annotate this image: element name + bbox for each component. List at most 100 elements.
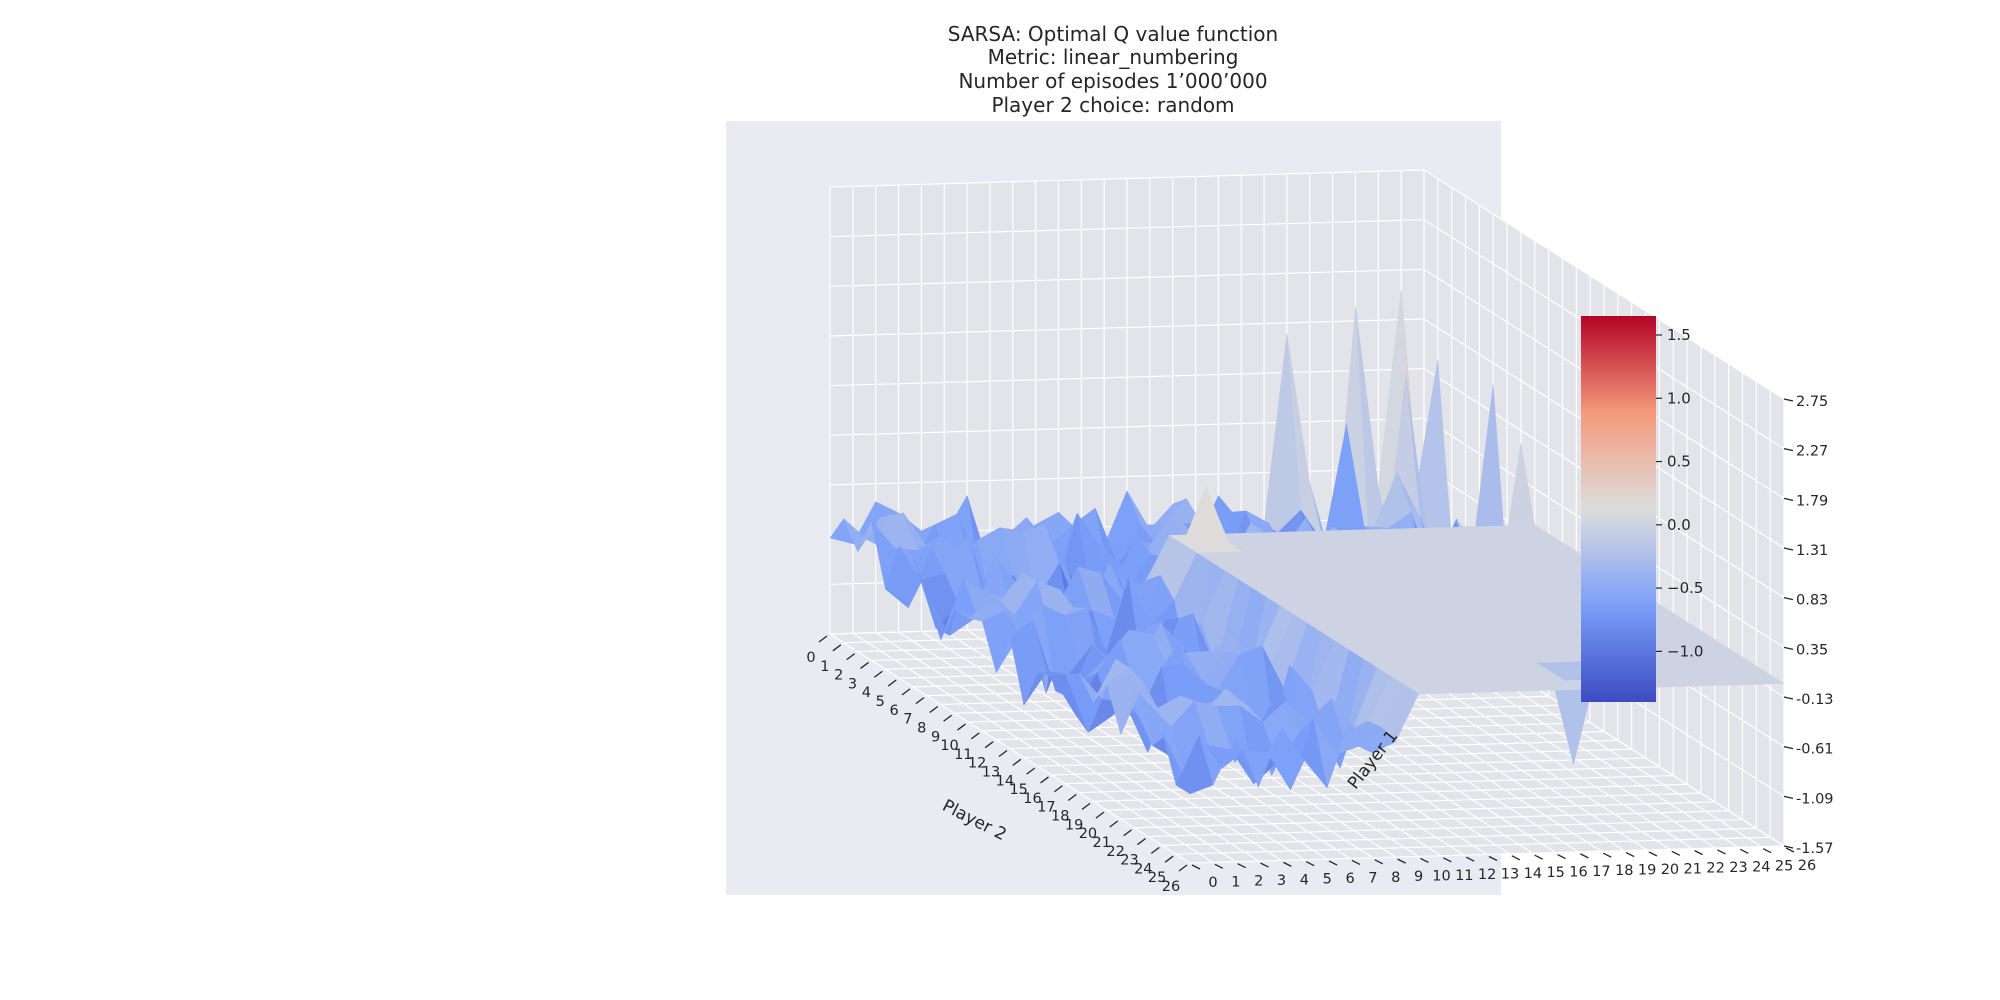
y-tick-label: 26 — [1798, 858, 1816, 874]
x-tick-label: 19 — [1065, 817, 1083, 833]
x-tick-mark — [1012, 758, 1022, 766]
x-tick-mark — [957, 723, 966, 731]
x-tick-mark — [984, 741, 994, 749]
x-tick-label: 1 — [820, 659, 829, 675]
grid-line — [1134, 810, 1729, 829]
y-tick-mark — [1191, 864, 1201, 870]
y-tick-mark — [1420, 857, 1429, 864]
x-tick-mark — [873, 670, 883, 678]
colorbar — [1581, 316, 1656, 702]
y-tick-label: 19 — [1638, 863, 1656, 879]
x-tick-label: 16 — [1023, 791, 1041, 807]
y-axis-ticks: 0 1 2 3 4 5 6 7 8 9 10 11 12 13 14 15 16 17 18 19 20 21 22 23 24… — [1191, 847, 1816, 891]
x-tick-label: 17 — [1037, 800, 1055, 816]
grid-line — [829, 169, 1425, 188]
x-tick-label: 25 — [1148, 870, 1166, 886]
x-tick-mark — [1053, 785, 1063, 793]
x-tick-mark — [832, 644, 842, 652]
y-tick-mark — [1397, 858, 1406, 864]
y-tick-label: 14 — [1524, 866, 1542, 882]
z-tick-mark — [1783, 448, 1794, 452]
y-tick-label: 22 — [1706, 861, 1724, 877]
colorbar-tick-label: 1.5 — [1667, 326, 1691, 344]
x-tick-label: 10 — [940, 738, 958, 754]
y-tick-label: 17 — [1592, 864, 1610, 880]
grid-line — [1051, 757, 1646, 776]
y-tick-label: 23 — [1729, 860, 1747, 876]
y-tick-label: 20 — [1661, 862, 1679, 878]
grid-line — [1106, 792, 1701, 811]
x-tick-mark — [1164, 855, 1174, 863]
x-tick-mark — [1095, 811, 1105, 819]
z-tick-label: 0.35 — [1796, 642, 1828, 658]
colorbar-tick-label: 0.5 — [1667, 453, 1691, 471]
x-tick-label: 2 — [834, 668, 843, 684]
y-tick-mark — [1328, 860, 1338, 866]
y-tick-label: 1 — [1231, 874, 1240, 890]
y-tick-label: 16 — [1569, 865, 1587, 881]
x-tick-label: 9 — [931, 729, 940, 745]
y-tick-label: 5 — [1323, 872, 1332, 888]
q-value-surface — [829, 289, 1785, 795]
z-tick-mark — [1783, 646, 1794, 650]
x-tick-label: 0 — [806, 650, 815, 666]
x-tick-mark — [970, 732, 980, 740]
x-tick-mark — [1081, 802, 1091, 810]
x-tick-mark — [929, 705, 939, 713]
z-tick-mark — [1783, 547, 1794, 551]
z-tick-mark — [1783, 597, 1794, 601]
grid-line — [1120, 801, 1715, 820]
z-tick-label: 1.31 — [1796, 543, 1828, 559]
x-tick-mark — [1026, 767, 1036, 775]
y-tick-mark — [1625, 851, 1635, 858]
y-tick-label: 24 — [1752, 859, 1770, 875]
z-tick-label: -1.09 — [1796, 791, 1834, 807]
y-tick-mark — [1602, 852, 1612, 858]
y-tick-label: 8 — [1391, 870, 1400, 886]
x-tick-mark — [1178, 864, 1188, 872]
x-tick-mark — [943, 714, 953, 722]
z-axis-ticks: 2.75 2.27 1.79 1.31 0.83 0.35 -0.13 -0.61 -1.09 -… — [1783, 394, 1834, 857]
title-line-3: Number of episodes 1’000’000 — [958, 69, 1267, 93]
y-tick-mark — [1351, 859, 1361, 866]
z-tick-label: 2.75 — [1796, 394, 1828, 410]
x-tick-mark — [915, 697, 925, 705]
x-tick-label: 24 — [1134, 861, 1152, 877]
x-tick-label: 14 — [996, 773, 1014, 789]
x-tick-label: 12 — [968, 756, 986, 772]
x-tick-label: 5 — [876, 694, 885, 710]
y-tick-mark — [1648, 851, 1658, 857]
y-tick-mark — [1283, 861, 1292, 867]
grid-line — [1189, 845, 1785, 864]
x-tick-label: 7 — [903, 712, 912, 728]
colorbar-tick-label: −1.0 — [1667, 642, 1703, 660]
z-tick-mark — [1783, 696, 1794, 700]
x-axis-ticks: 0123456789101112131415161718192021222324… — [806, 635, 1188, 895]
x-tick-label: 23 — [1120, 853, 1138, 869]
y-tick-mark — [1740, 848, 1749, 854]
colorbar-tick-label: −0.5 — [1667, 579, 1703, 597]
x-tick-mark — [1109, 820, 1119, 828]
y-tick-mark — [1671, 850, 1681, 856]
y-tick-label: 10 — [1432, 868, 1450, 884]
y-tick-label: 15 — [1546, 865, 1564, 881]
x-tick-label: 13 — [982, 765, 1000, 781]
x-tick-label: 11 — [954, 747, 972, 763]
y-tick-mark — [1260, 862, 1269, 868]
y-tick-mark — [1237, 863, 1246, 869]
grid-line — [829, 467, 1425, 486]
y-tick-mark — [1443, 857, 1452, 863]
grid-line — [1148, 818, 1743, 838]
y-tick-label: 7 — [1368, 870, 1377, 886]
title-line-4: Player 2 choice: random — [991, 93, 1234, 117]
x-tick-mark — [1123, 829, 1133, 837]
x-tick-mark — [1040, 776, 1049, 784]
z-tick-label: -1.57 — [1796, 841, 1834, 857]
grid-line — [1093, 783, 1688, 802]
grid-line — [829, 368, 1425, 387]
colorbar-tick-label: 0.0 — [1667, 516, 1691, 534]
y-tick-label: 9 — [1414, 869, 1423, 885]
y-tick-mark — [1214, 863, 1224, 869]
y-tick-mark — [1305, 861, 1315, 867]
